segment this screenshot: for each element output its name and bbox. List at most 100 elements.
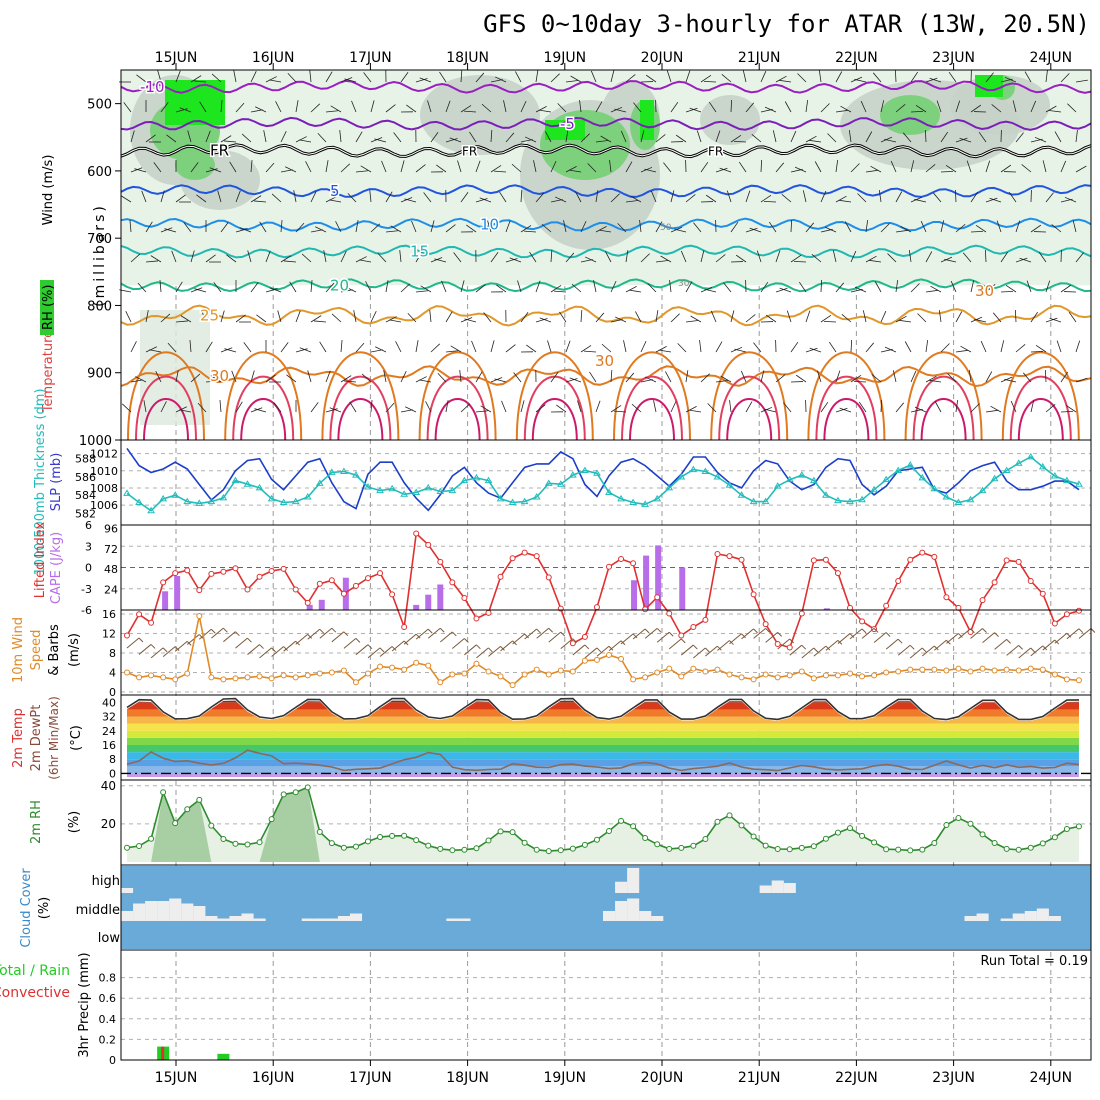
wind-barb [490,340,495,353]
panel-ylabel: & Barbs [47,624,62,676]
thickness-line-marker [930,484,939,492]
surface-wind-barb [452,638,465,649]
lifted-index-line-marker [907,556,914,563]
lifted-index-line-marker [714,551,721,558]
rh-label: 50 [660,223,672,233]
isotherm-label: 30 [210,367,229,385]
surface-warm-contour [1001,351,1080,441]
wind-barb [201,310,207,323]
x-tick-label-bottom: 15JUN [155,1070,198,1086]
wind-barb [310,402,319,413]
y-tick-label: -3 [81,583,92,596]
wind-barb [960,345,972,353]
wind-barb [145,310,149,323]
wind-barb [370,311,377,323]
wind-barb [149,349,162,353]
wind-speed-line-marker [232,675,239,682]
wind-barb [947,373,957,383]
x-tick-label-top: 21JUN [738,50,781,66]
lifted-index-line-marker [389,591,396,598]
wind-barb [517,280,522,293]
wind-barb [655,134,666,143]
wind-barb [760,159,763,173]
surface-wind-barb [885,638,899,650]
surface-warm-contour [240,398,287,441]
wind-barb [213,282,222,293]
wind-barb [220,100,223,113]
wind-barb [685,320,698,323]
y-tick-label: 96 [104,522,118,535]
thickness-line-marker [906,461,915,468]
wind-barb [271,193,282,203]
thickness-line-marker [1075,480,1083,487]
wind-barb [475,410,488,413]
wind-barb [794,166,807,173]
cloud-bar-middle [337,916,350,921]
wind-barb [189,340,192,353]
surface-wind-barb [909,647,923,659]
rh2m-line-marker [461,846,468,853]
y-tick-label: 0.6 [99,992,117,1005]
wind-barb [835,407,848,413]
wind-barb [475,371,483,383]
thickness-line-marker [484,476,493,484]
lifted-index-line-marker [340,590,347,597]
wind-speed-line-marker [690,665,697,672]
y-tick-label: 72 [104,543,118,556]
wind-speed-line-marker [244,674,251,681]
surface-wind-barb [572,644,586,656]
thickness-line-marker [978,486,987,494]
rh2m-line-marker [871,839,878,846]
wind-barb [715,341,723,353]
surface-wind-barb [512,633,525,645]
wind-barb [665,371,672,383]
wind-barb [1015,343,1026,353]
wind-barb [730,99,733,113]
wind-barb [295,100,299,113]
wind-barb [325,71,333,83]
y-tick-label: 16 [102,608,116,621]
rh2m-line-marker [991,839,998,846]
wind-barb [355,131,363,143]
wind-barb [471,340,477,353]
wind-barb [609,160,612,173]
surface-wind-barb [693,647,706,659]
wind-barb [1054,131,1062,143]
rh2m-line-marker [859,832,866,839]
wind-barb [235,314,246,323]
cape-bar [174,576,181,610]
wind-barb [940,131,949,143]
rh2m-line-marker [1027,844,1034,851]
thickness-line-marker [942,493,951,500]
wind-barb [955,137,968,143]
wind-barb [865,255,877,263]
wind-barb [393,132,402,143]
lifted-index-line-marker [943,594,950,601]
rh2m-line-marker [136,843,143,849]
wind-barb [325,196,337,203]
wind-barb [944,258,957,263]
y-tick-label: 1010 [90,465,118,478]
wind-barb [349,401,357,413]
y-tick-label: 1012 [90,448,118,461]
ylabel-text: Wind (m/s) [41,155,56,226]
wind-barb [171,250,177,263]
lifted-index-line-marker [786,644,793,651]
wind-barb [286,374,297,383]
y-tick-label: 0.8 [99,972,117,985]
surface-warm-contour [426,375,489,441]
surface-wind-barb [704,647,710,653]
wind-barb [239,227,252,233]
surface-warm-contour [718,375,781,441]
thickness-line-marker [653,494,662,502]
wind-barb [190,162,199,173]
surface-warm-contour [224,351,303,441]
surface-wind-barb [668,631,674,637]
wind-barb [344,380,357,383]
wind-barb [874,281,882,293]
page-title: GFS 0~10day 3-hourly for ATAR (13W, 20.5… [483,10,1090,38]
wind-barb [854,286,867,293]
wind-barb [323,250,327,263]
rh-shade-mid [420,75,540,155]
wind-speed-line-marker [461,670,468,677]
